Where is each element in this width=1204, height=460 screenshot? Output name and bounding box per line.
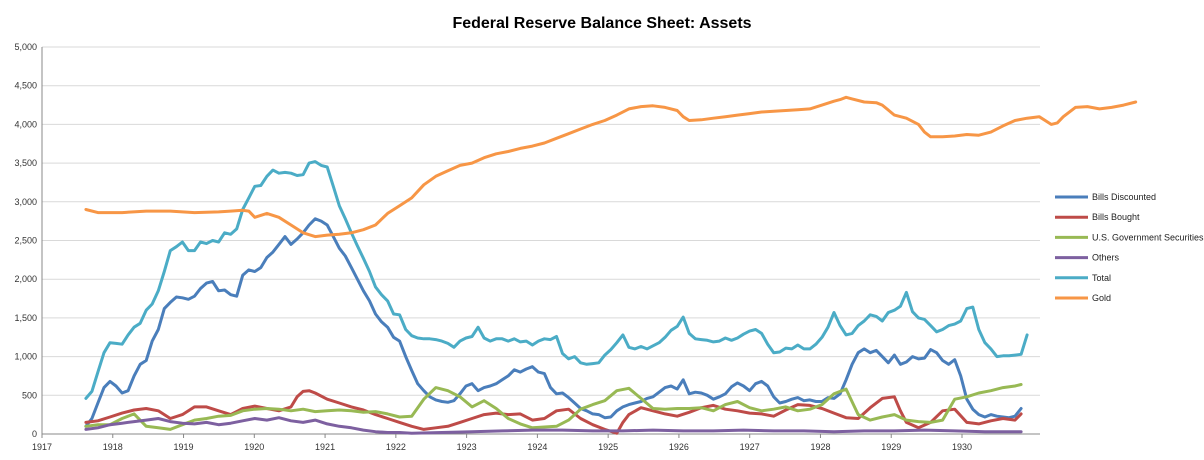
x-tick-label: 1928 — [810, 442, 830, 452]
series-line-bills-discounted — [84, 217, 1023, 428]
legend-label: U.S. Government Securities — [1092, 232, 1204, 242]
series-line-gold — [84, 95, 1138, 239]
x-axis-ticks: 1917 1918 1919 1920 1921 1922 1923 1924 1925 1926… — [32, 434, 972, 452]
x-tick-label: 1921 — [315, 442, 335, 452]
y-tick-label: 1,500 — [14, 313, 37, 323]
x-tick-label: 1923 — [457, 442, 477, 452]
y-tick-label: 4,500 — [14, 81, 37, 91]
y-tick-label: 1,000 — [14, 352, 37, 362]
legend: Bills Discounted Bills Bought U.S. Governm… — [1055, 192, 1204, 303]
x-tick-label: 1924 — [527, 442, 547, 452]
y-tick-label: 0 — [32, 429, 37, 439]
y-tick-label: 4,000 — [14, 119, 37, 129]
x-tick-label: 1917 — [32, 442, 52, 452]
gridlines — [41, 46, 1040, 435]
series-line-others — [84, 416, 1023, 435]
y-tick-label: 3,500 — [14, 158, 37, 168]
legend-label: Others — [1092, 253, 1120, 263]
y-tick-label: 3,000 — [14, 197, 37, 207]
y-tick-label: 2,500 — [14, 236, 37, 246]
legend-label: Bills Discounted — [1092, 192, 1156, 202]
chart-title: Federal Reserve Balance Sheet: Assets — [452, 15, 751, 32]
series-line-total — [84, 160, 1029, 400]
legend-label: Total — [1092, 273, 1111, 283]
x-tick-label: 1920 — [244, 442, 264, 452]
x-tick-label: 1927 — [740, 442, 760, 452]
x-tick-label: 1922 — [386, 442, 406, 452]
legend-label: Gold — [1092, 293, 1111, 303]
series-line-bills-bought — [84, 389, 1023, 435]
y-axis-ticks: 0 500 1,000 1,500 2,000 2,500 3,000 3,500 4,000 4… — [14, 42, 37, 439]
y-tick-label: 5,000 — [14, 42, 37, 52]
x-tick-label: 1925 — [598, 442, 618, 452]
x-tick-label: 1926 — [669, 442, 689, 452]
x-tick-label: 1918 — [103, 442, 123, 452]
y-tick-label: 500 — [22, 390, 37, 400]
legend-label: Bills Bought — [1092, 212, 1140, 222]
series-lines — [84, 95, 1138, 435]
series-line-u-s-government-securities — [84, 383, 1023, 431]
x-tick-label: 1929 — [881, 442, 901, 452]
y-tick-label: 2,000 — [14, 274, 37, 284]
x-tick-label: 1930 — [952, 442, 972, 452]
x-tick-label: 1919 — [174, 442, 194, 452]
